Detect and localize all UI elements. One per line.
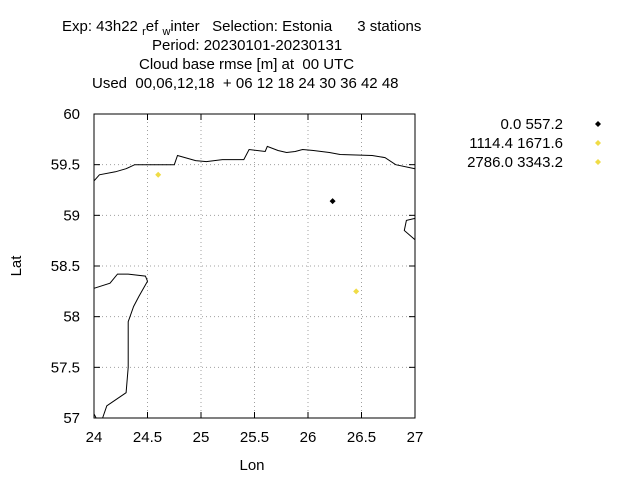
x-tick-label: 26.5 [347,429,376,446]
x-tick-label: 26 [300,429,317,446]
title-line-1: Exp: 43h22 ref winter Selection: Estonia… [62,18,422,38]
x-tick-label: 25 [193,429,210,446]
title-stations: 3 stations [357,18,422,35]
y-tick-label: 59.5 [51,157,80,174]
y-tick-label: 57.5 [51,359,80,376]
title-sub-r: r [142,26,146,38]
y-tick-label: 60 [63,106,80,123]
title-line-2: Period: 20230101-20230131 [152,37,343,54]
legend-entry-label: 1114.4 1671.6 [469,135,563,152]
title-exp: Exp: 43h22 [62,18,138,35]
title-selection: Selection: Estonia [212,18,333,35]
data-point [155,171,162,178]
legend-entry-label: 2786.0 3343.2 [467,154,563,171]
title-ef: ef [145,18,159,35]
x-tick-label: 25.5 [240,429,269,446]
y-tick-label: 59 [63,207,80,224]
y-axis-label: Lat [8,255,25,277]
y-tick-label: 57 [63,410,80,427]
title-line-3: Cloud base rmse [m] at 00 UTC [139,56,355,73]
coastline-segment [93,273,149,419]
x-tick-label: 24.5 [133,429,162,446]
title-sub-w: w [162,26,171,38]
axis-ticks: 24 24.5 25 25.5 26 26.5 27 57 57.5 58 58.5 59 59.5 60 [51,106,424,446]
x-axis-label: Lon [239,457,264,474]
title-line-4: Used 00,06,12,18 + 06 12 18 24 30 36 42 … [92,75,399,92]
data-point [329,198,336,205]
legend-entry-label: 0.0 557.2 [500,116,563,133]
legend-marker [595,140,601,146]
y-tick-label: 58.5 [51,258,80,275]
coastline [93,145,416,419]
legend-marker [595,159,601,165]
data-point [353,288,360,295]
data-points [155,171,360,295]
legend-marker [595,121,601,127]
coastline-segment [403,217,416,241]
legend: 0.0 557.2 1114.4 1671.6 2786.0 3343.2 [467,116,601,171]
x-tick-label: 24 [86,429,103,446]
title-inter: inter [170,18,200,35]
x-tick-label: 27 [407,429,424,446]
y-tick-label: 58 [63,309,80,326]
coastline-segment [93,145,416,182]
grid-lines [94,114,415,418]
